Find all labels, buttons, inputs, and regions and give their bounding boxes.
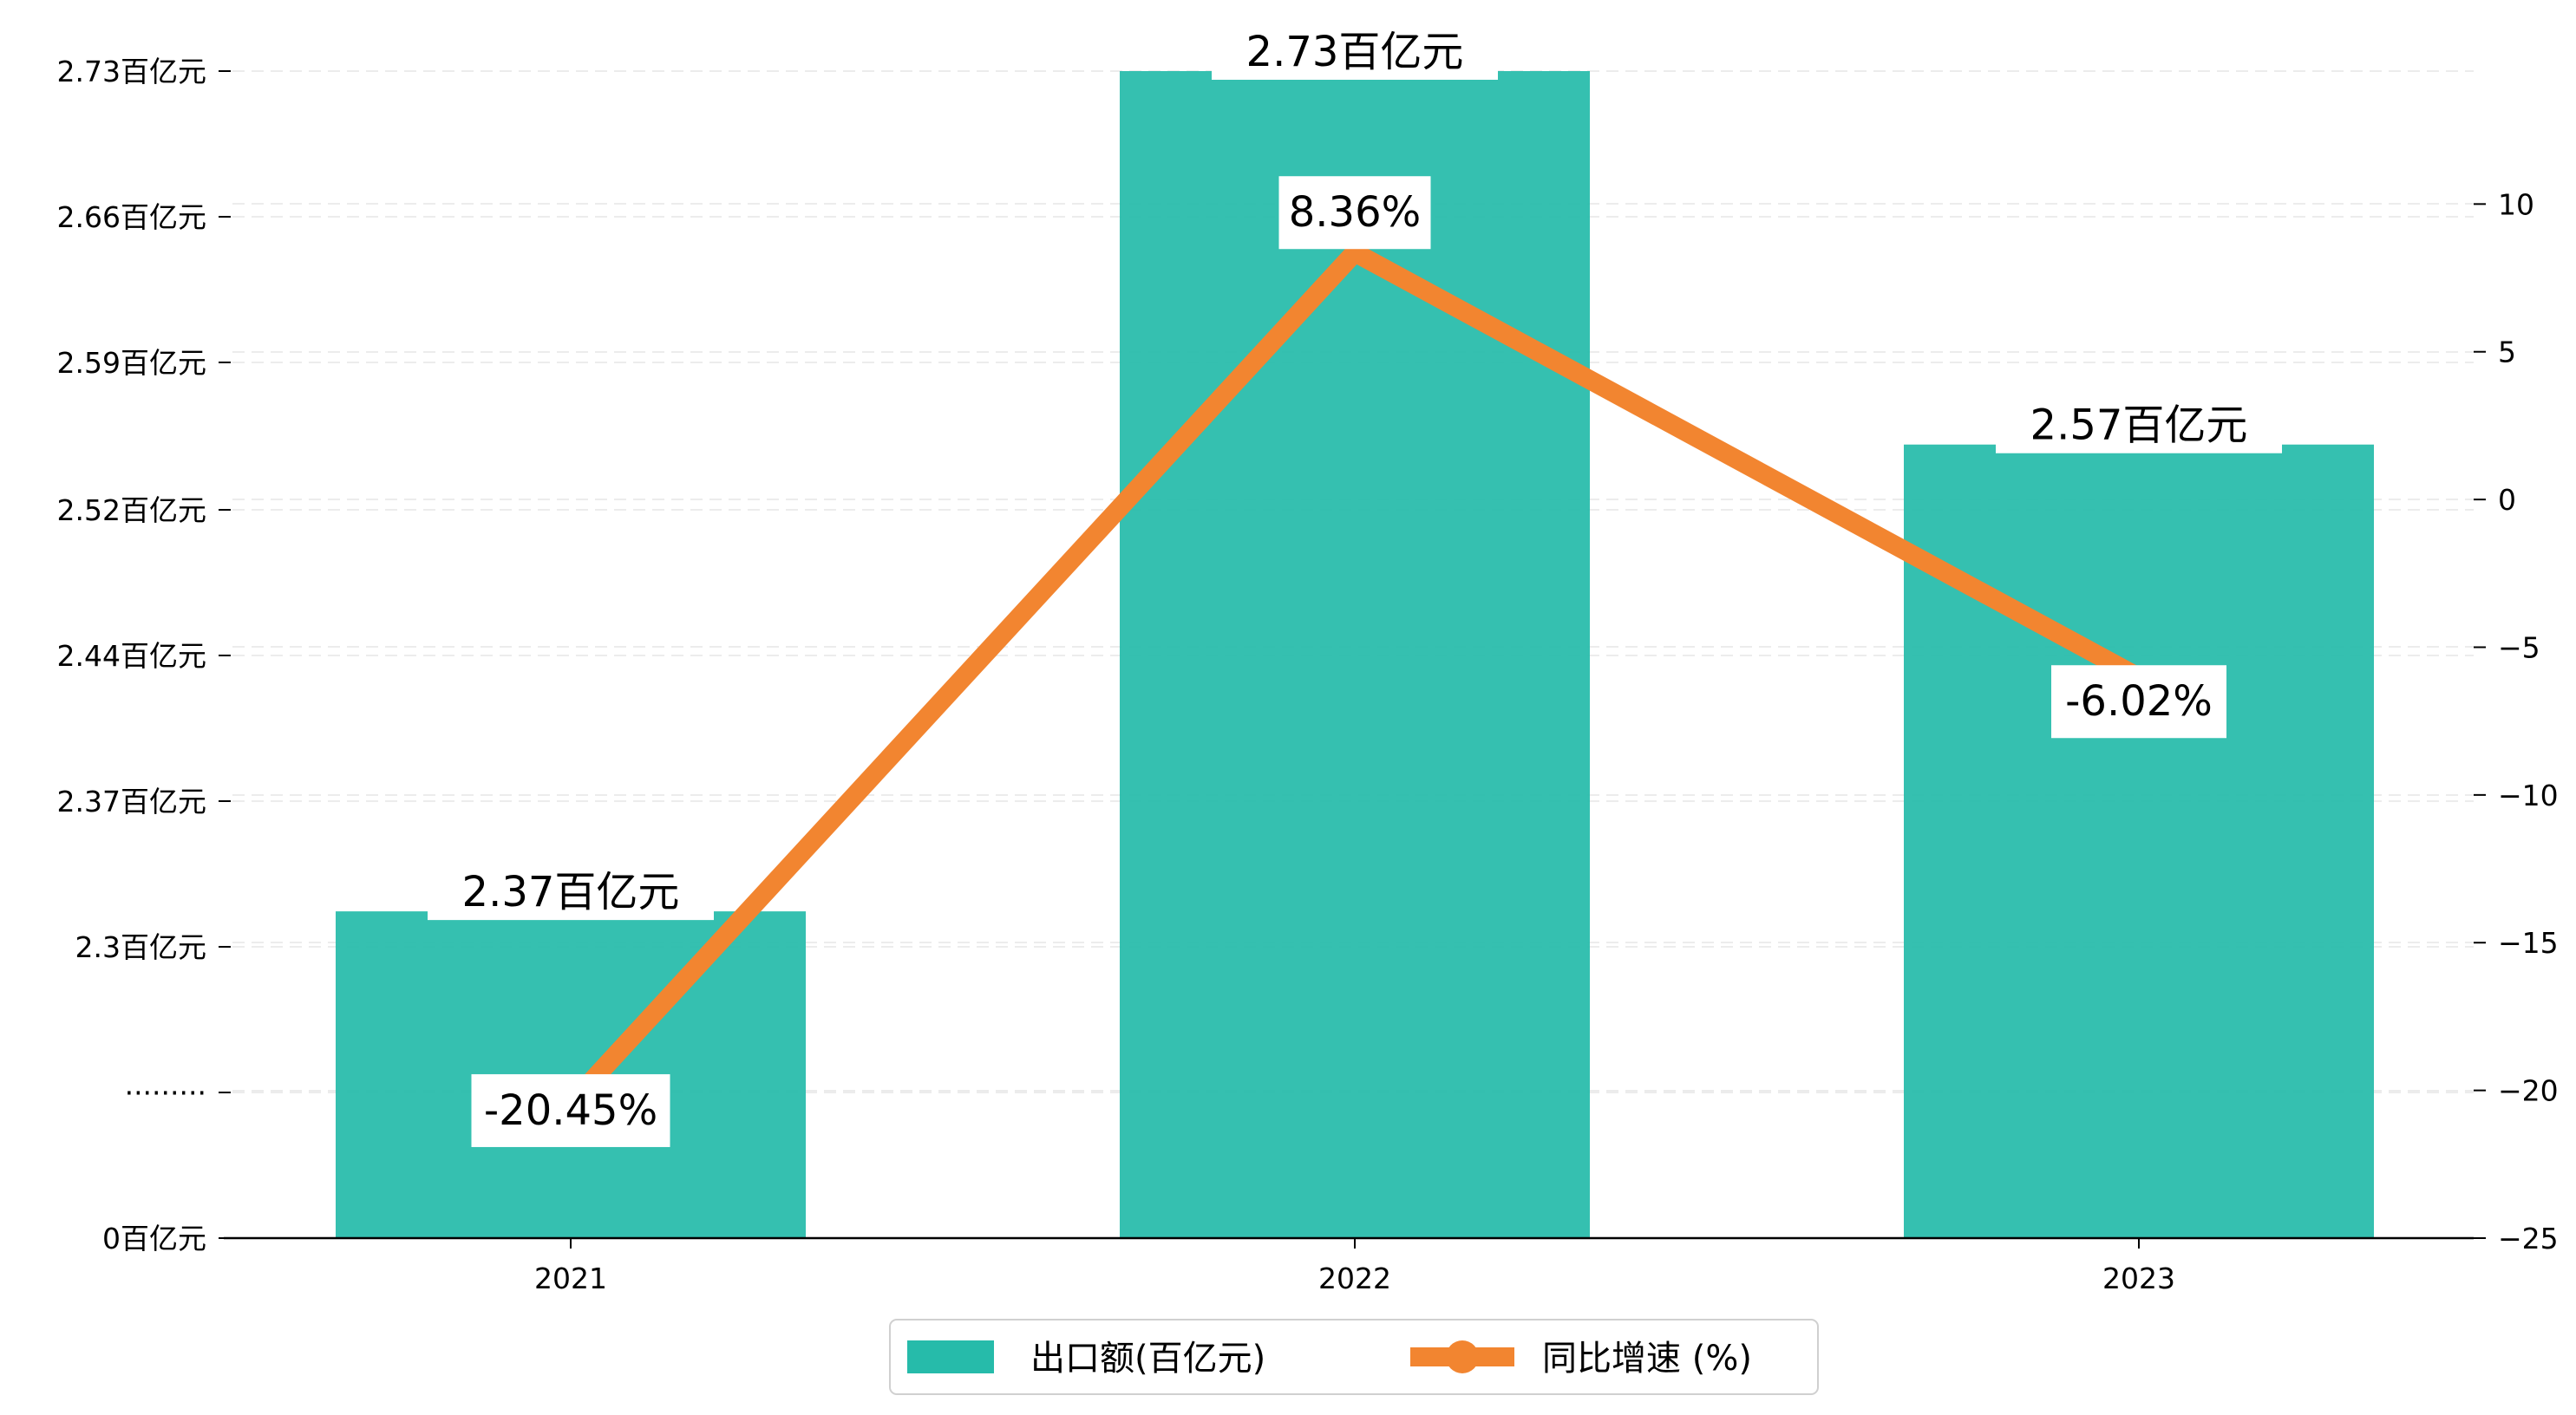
- right-tick-label: −25: [2498, 1222, 2559, 1255]
- line-value-label-bg: [471, 1073, 670, 1147]
- bar-value-label-bg: [1996, 397, 2282, 453]
- left-tick-label: 2.52百亿元: [57, 493, 206, 527]
- x-tick-label: 2023: [2102, 1262, 2175, 1295]
- bar-value-label-text: 2.37百亿元: [462, 868, 680, 916]
- legend-label-line: 同比增速 (%): [1542, 1339, 1752, 1379]
- right-tick-label: −10: [2498, 779, 2559, 812]
- left-tick-label: 2.3百亿元: [75, 930, 206, 964]
- bar-2023: [1904, 444, 2374, 1238]
- right-tick-label: 0: [2498, 483, 2516, 517]
- bar-value-label-bg: [428, 864, 714, 921]
- left-tick-label: 2.59百亿元: [57, 346, 206, 380]
- left-tick-label: 0百亿元: [102, 1222, 206, 1255]
- bar-value-label: 2.57百亿元: [1996, 397, 2282, 453]
- bar-value-label: 2.73百亿元: [1212, 24, 1498, 80]
- bar-value-label: 2.37百亿元: [428, 864, 714, 921]
- legend-swatch-bar: [907, 1340, 994, 1373]
- left-tick-label: 2.73百亿元: [57, 55, 206, 88]
- line-value-label-text: -20.45%: [484, 1086, 657, 1135]
- legend-swatch-marker: [1446, 1340, 1479, 1373]
- left-tick-label: 2.44百亿元: [57, 639, 206, 673]
- left-tick-label: 2.66百亿元: [57, 200, 206, 234]
- line-value-label: -6.02%: [2051, 665, 2226, 739]
- right-tick-label: −20: [2498, 1074, 2559, 1108]
- line-value-label-bg: [1278, 176, 1431, 250]
- line-value-labels: -20.45% 8.36% -6.02%: [471, 176, 2226, 1147]
- right-tick-label: 10: [2498, 187, 2534, 221]
- bar-value-label-bg: [1212, 24, 1498, 80]
- bar-value-labels: 2.37百亿元 2.73百亿元 2.57百亿元: [428, 24, 2282, 921]
- bar-value-label-text: 2.73百亿元: [1246, 28, 1464, 76]
- right-tick-label: −15: [2498, 926, 2559, 960]
- x-tick-label: 2021: [534, 1262, 607, 1295]
- legend-frame: [889, 1319, 1819, 1395]
- bar-series: [336, 71, 2374, 1238]
- line-value-label-text: -6.02%: [2065, 677, 2213, 726]
- line-value-label: 8.36%: [1278, 176, 1431, 250]
- line-value-label-bg: [2051, 665, 2226, 739]
- right-tick-label: −5: [2498, 630, 2540, 664]
- left-tick-label: 2.37百亿元: [57, 785, 206, 818]
- left-tick-label: ·········: [125, 1076, 206, 1110]
- legend-label-bar: 出口额(百亿元): [1030, 1339, 1265, 1379]
- x-tick-label: 2022: [1318, 1262, 1391, 1295]
- line-value-label: -20.45%: [471, 1073, 670, 1147]
- legend: 出口额(百亿元) 同比增速 (%): [889, 1319, 1819, 1395]
- line-value-label-text: 8.36%: [1289, 188, 1421, 237]
- bar-value-label-text: 2.57百亿元: [2030, 401, 2248, 450]
- right-tick-label: 5: [2498, 336, 2516, 369]
- left-axis-ticks: 0百亿元 ········· 2.3百亿元 2.37百亿元 2.44百亿元 2.52百亿元…: [57, 55, 231, 1255]
- right-axis-ticks: −25 −20 −15 −10 −5 0 5 10: [2474, 187, 2559, 1255]
- x-axis-ticks: 2021 2022 2023: [534, 1238, 2175, 1295]
